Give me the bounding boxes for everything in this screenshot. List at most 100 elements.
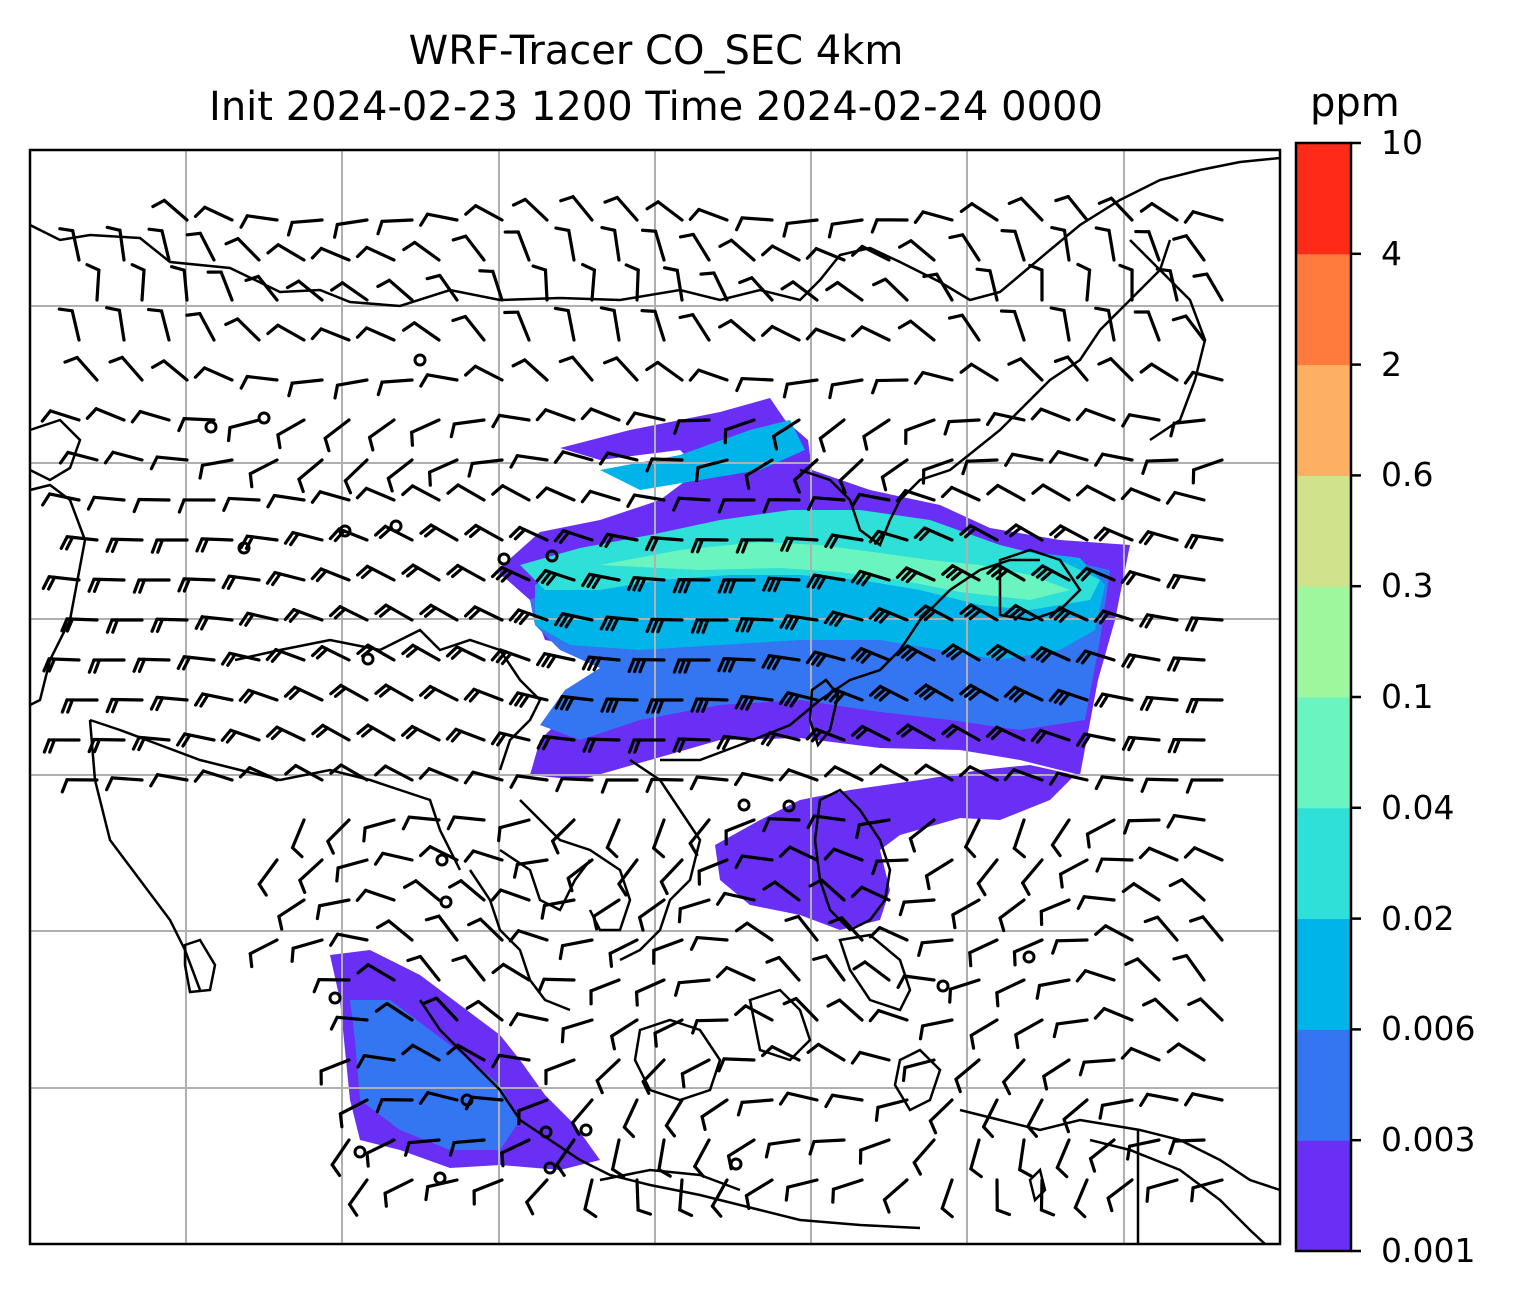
coastline-segment xyxy=(599,1168,741,1192)
wind-barb-shaft xyxy=(750,276,774,302)
wind-barb-feather xyxy=(374,524,387,537)
wind-barb-feather xyxy=(761,324,774,337)
wind-barb-feather xyxy=(1098,528,1111,542)
wind-barb-feather xyxy=(641,1080,651,1095)
wind-barb-feather xyxy=(738,276,754,285)
colorbar-band xyxy=(1296,1029,1351,1141)
wind-barb-feather xyxy=(600,697,609,713)
wind-barb-feather xyxy=(463,687,476,701)
wind-barb-shaft xyxy=(1168,269,1179,302)
wind-barb-feather xyxy=(901,726,915,738)
wind-barb-feather xyxy=(625,411,637,426)
wind-barb-shaft xyxy=(1082,1058,1116,1064)
wind-barb-feather xyxy=(861,572,873,587)
wind-barb-feather xyxy=(373,851,385,866)
wind-barb-feather xyxy=(634,990,639,1007)
wind-barb-feather xyxy=(290,946,295,963)
wind-barb-feather xyxy=(315,569,328,583)
wind-barb-feather xyxy=(998,916,1006,933)
wind-barb-feather xyxy=(446,1043,460,1056)
wind-barb-shaft xyxy=(1127,413,1161,422)
wind-barb-feather xyxy=(734,694,744,710)
wind-barb-feather xyxy=(782,221,789,238)
wind-barb-feather xyxy=(855,571,868,585)
wind-barb-shaft xyxy=(832,847,864,862)
wind-barb-feather xyxy=(138,578,146,594)
wind-barb-feather xyxy=(1172,234,1188,241)
wind-barb-feather xyxy=(869,763,883,776)
wind-barb-shaft xyxy=(796,914,819,942)
wind-barb-feather xyxy=(490,565,504,579)
colorbar-band xyxy=(1296,697,1351,809)
wind-barb-feather xyxy=(1121,653,1132,668)
wind-barb-shaft xyxy=(745,921,774,942)
wind-barb-shaft xyxy=(920,1018,954,1028)
wind-barb-shaft xyxy=(840,916,864,942)
wind-barb-feather xyxy=(509,454,519,469)
wind-barb-feather xyxy=(1189,534,1200,550)
wind-barb-shaft xyxy=(182,417,216,422)
wind-barb-feather xyxy=(1127,736,1137,752)
wind-barb-shaft xyxy=(976,858,999,886)
wind-barb-feather xyxy=(1184,533,1194,549)
wind-barb-feather xyxy=(310,246,323,260)
wind-barb-feather xyxy=(723,578,732,594)
wind-barb-shaft xyxy=(970,202,999,222)
wind-barb-feather xyxy=(762,576,771,592)
wind-barb-shaft xyxy=(380,218,414,224)
wind-barb-shaft xyxy=(921,370,954,382)
calm-circle xyxy=(257,411,271,425)
wind-barb-feather xyxy=(508,608,521,622)
wind-barb-shaft xyxy=(66,450,99,462)
wind-barb-feather xyxy=(851,492,862,508)
wind-barb-shaft xyxy=(471,770,504,782)
wind-barb-shaft xyxy=(48,492,81,502)
wind-barb-shaft xyxy=(499,888,531,902)
wind-barb-feather xyxy=(111,698,120,714)
wind-barb-feather xyxy=(105,537,114,553)
wind-barb-feather xyxy=(1002,1080,1012,1096)
wind-barb-feather xyxy=(402,321,416,332)
wind-barb-feather xyxy=(1126,654,1137,669)
wind-barb-feather xyxy=(760,1045,774,1058)
wind-barb-shaft xyxy=(1127,818,1161,823)
wind-barb-feather xyxy=(537,977,546,993)
wind-barb-shaft xyxy=(969,1018,999,1038)
wind-barb-shaft xyxy=(969,362,999,382)
wind-barb-shaft xyxy=(335,218,369,227)
wind-barb-feather xyxy=(200,537,210,553)
wind-barb-shaft xyxy=(343,458,369,483)
calm-circle xyxy=(729,1157,743,1171)
wind-barb-feather xyxy=(1035,566,1049,579)
wind-barb-feather xyxy=(376,278,391,289)
wind-barb-feather xyxy=(265,570,277,585)
wind-barb-feather xyxy=(947,313,964,320)
wind-barb-feather xyxy=(985,411,997,427)
wind-barb-shaft xyxy=(544,408,576,422)
wind-barb-shaft xyxy=(1056,771,1089,782)
wind-barb-feather xyxy=(896,644,910,657)
wind-barb-feather xyxy=(446,483,460,495)
wind-barb-feather xyxy=(1144,614,1155,629)
wind-barb-feather xyxy=(87,737,96,754)
wind-barb-shaft xyxy=(340,281,369,302)
wind-barb-feather xyxy=(1030,728,1043,743)
wind-barb-feather xyxy=(918,528,932,542)
wind-barb-shaft xyxy=(995,978,1026,995)
wind-barb-feather xyxy=(468,526,483,539)
wind-barb-shaft xyxy=(697,207,729,222)
wind-barb-shaft xyxy=(95,268,101,302)
wind-barb-feather xyxy=(130,409,142,424)
wind-barb-feather xyxy=(805,327,818,341)
wind-barb-feather xyxy=(265,725,279,738)
wind-barb-feather xyxy=(855,649,868,662)
wind-barb-feather xyxy=(558,530,571,545)
wind-barb-feather xyxy=(63,355,79,364)
wind-barb-feather xyxy=(402,240,417,252)
wind-barb-shaft xyxy=(1172,814,1206,822)
wind-barb-shaft xyxy=(940,1178,954,1210)
wind-barb-feather xyxy=(270,649,283,663)
wind-barb-feather xyxy=(243,690,256,704)
wind-barb-feather xyxy=(312,978,321,994)
wind-barb-feather xyxy=(644,536,654,552)
